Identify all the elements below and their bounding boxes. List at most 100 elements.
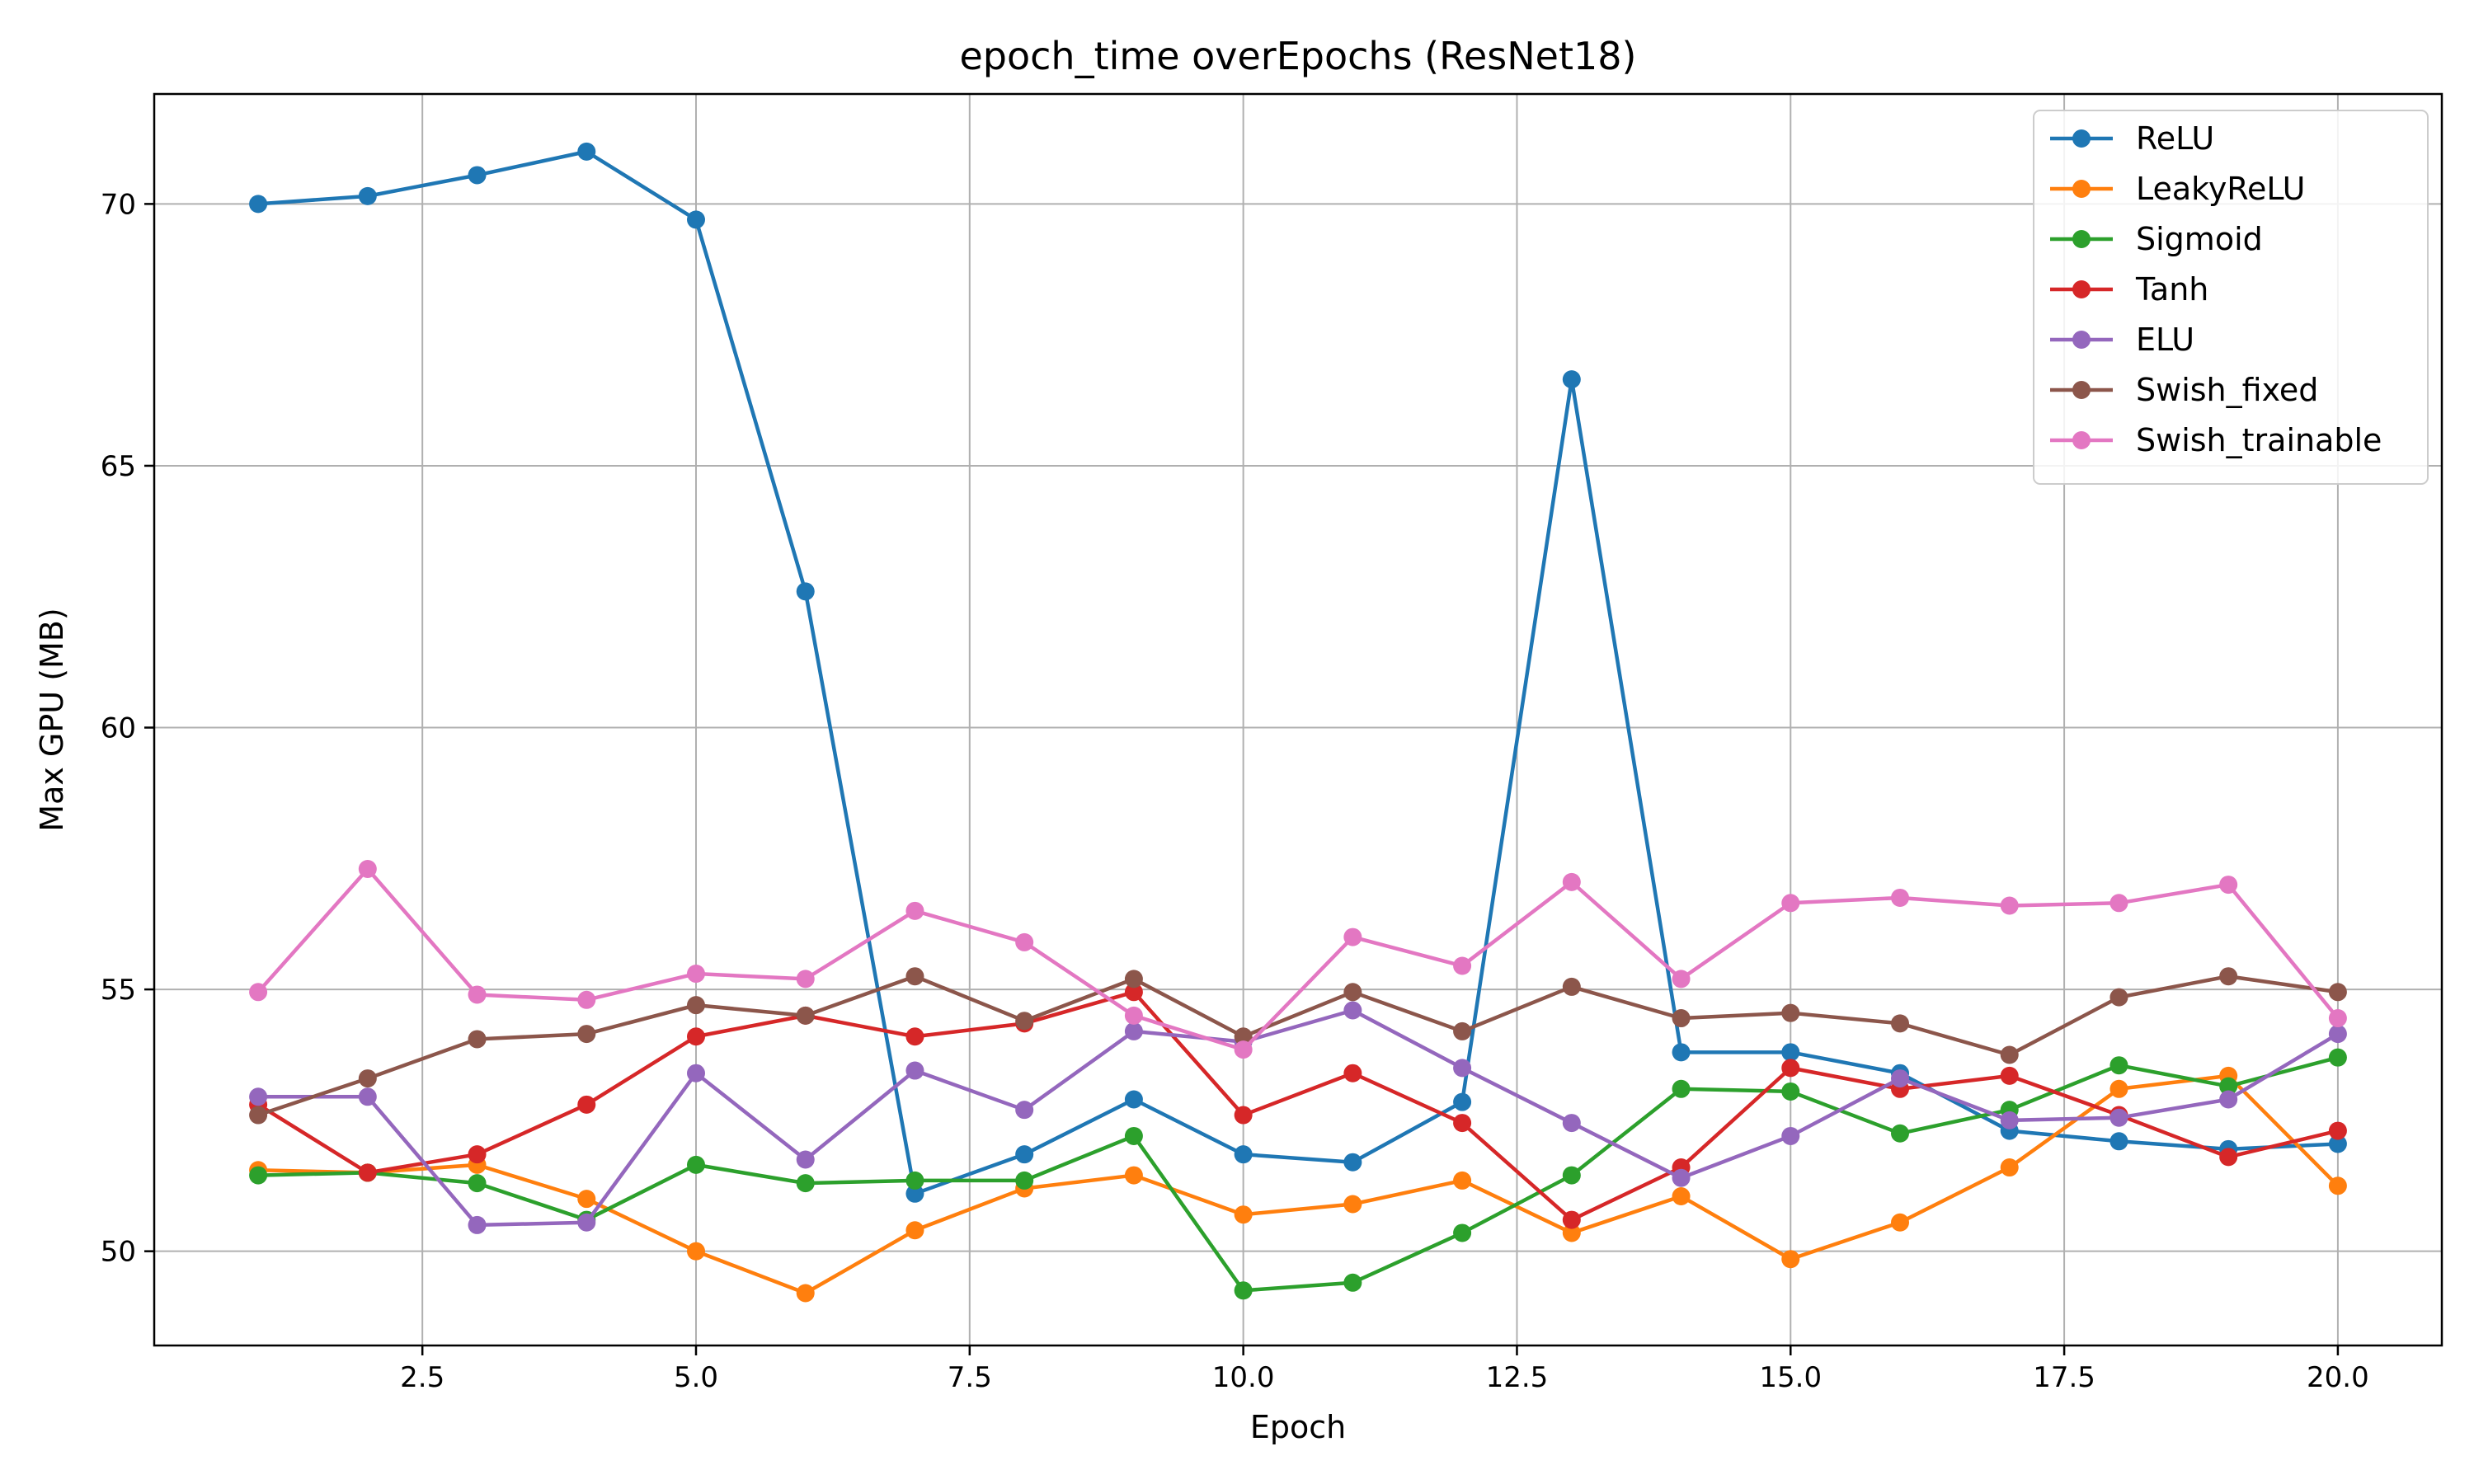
legend-marker <box>2072 230 2091 248</box>
plot-frame <box>153 92 2443 1347</box>
data-point-sigmoid <box>1234 1281 1253 1300</box>
data-point-relu <box>2328 1134 2347 1153</box>
data-point-swish-trainable <box>687 965 705 984</box>
data-point-swish-trainable <box>1891 888 1909 907</box>
data-point-swish-trainable <box>577 990 596 1009</box>
data-point-swish-fixed <box>2219 967 2238 986</box>
legend-entry-sigmoid: Sigmoid <box>2050 221 2263 257</box>
data-point-leakyrelu <box>2000 1158 2019 1177</box>
data-point-elu <box>687 1064 705 1082</box>
x-ticks: 2.5 5.0 7.5 10.0 12.5 15.0 17.5 20.0 <box>400 1345 2369 1394</box>
x-axis-label: Epoch <box>1250 1409 1346 1445</box>
data-point-leakyrelu <box>1124 1166 1143 1185</box>
data-point-swish-trainable <box>1781 894 1800 913</box>
data-point-sigmoid <box>2328 1048 2347 1067</box>
series-leakyrelu <box>249 1066 2347 1303</box>
data-point-elu <box>1124 1021 1143 1040</box>
legend-marker <box>2072 431 2091 449</box>
data-point-elu <box>2000 1111 2019 1129</box>
chart-title: epoch_time overEpochs (ResNet18) <box>960 34 1637 78</box>
data-point-swish-trainable <box>1015 932 1034 951</box>
data-point-leakyrelu <box>796 1284 815 1303</box>
data-point-sigmoid <box>1015 1171 1034 1190</box>
data-point-sigmoid <box>468 1174 487 1193</box>
series-layer <box>249 142 2347 1303</box>
data-point-swish-trainable <box>1124 1006 1143 1025</box>
data-point-elu <box>249 1087 268 1106</box>
data-point-tanh <box>358 1163 377 1182</box>
data-point-swish-trainable <box>1453 956 1472 975</box>
data-point-swish-trainable <box>2219 876 2238 895</box>
data-point-elu <box>1781 1126 1800 1145</box>
data-point-relu <box>1453 1092 1472 1111</box>
data-point-leakyrelu <box>1781 1250 1800 1269</box>
legend-label: ReLU <box>2136 120 2214 157</box>
data-point-leakyrelu <box>1234 1205 1253 1224</box>
data-point-swish-trainable <box>1234 1040 1253 1059</box>
data-point-swish-fixed <box>468 1030 487 1049</box>
data-point-elu <box>468 1215 487 1234</box>
data-point-swish-fixed <box>1124 970 1143 989</box>
series-swish-trainable <box>249 860 2347 1059</box>
series-line-leakyrelu <box>258 1073 2340 1295</box>
data-point-sigmoid <box>796 1174 815 1193</box>
data-point-relu <box>796 582 815 601</box>
data-point-tanh <box>1234 1106 1253 1125</box>
x-tick-label: 15.0 <box>1759 1361 1822 1394</box>
data-point-tanh <box>468 1145 487 1164</box>
data-point-swish-fixed <box>1343 983 1362 1002</box>
legend: ReLU LeakyReLU Sigmoid Tanh ELU Swish_fixed Sw… <box>2033 110 2429 485</box>
legend-entry-relu: ReLU <box>2050 120 2214 157</box>
data-point-relu <box>687 210 705 229</box>
legend-entry-swish-fixed: Swish_fixed <box>2050 372 2318 408</box>
data-point-swish-trainable <box>2328 1009 2347 1028</box>
data-point-relu <box>577 142 596 161</box>
series-swish-fixed <box>249 967 2347 1125</box>
data-point-relu <box>1343 1153 1362 1172</box>
series-line-relu <box>257 149 2339 1196</box>
legend-box <box>2033 110 2429 485</box>
data-point-tanh <box>2219 1148 2238 1167</box>
data-point-swish-trainable <box>1343 928 1362 946</box>
data-point-swish-trainable <box>2000 896 2019 915</box>
data-point-swish-trainable <box>1562 872 1581 891</box>
data-point-leakyrelu <box>2328 1176 2347 1195</box>
data-point-leakyrelu <box>1672 1186 1691 1205</box>
data-point-leakyrelu <box>1891 1213 1909 1232</box>
legend-label: Sigmoid <box>2136 221 2263 257</box>
data-point-sigmoid <box>1453 1223 1472 1242</box>
legend-marker <box>2072 180 2091 198</box>
data-point-leakyrelu <box>2109 1079 2128 1098</box>
x-tick-label: 10.0 <box>1212 1361 1275 1394</box>
data-point-sigmoid <box>1124 1126 1143 1145</box>
series-line-swish-trainable <box>256 866 2340 1052</box>
data-point-sigmoid <box>249 1166 268 1185</box>
data-point-swish-fixed <box>687 996 705 1015</box>
series-relu <box>249 142 2347 1203</box>
data-point-leakyrelu <box>1453 1171 1472 1190</box>
y-tick-label: 50 <box>101 1236 136 1269</box>
data-point-relu <box>358 186 377 205</box>
data-point-elu <box>1343 1001 1362 1020</box>
data-point-swish-fixed <box>2109 988 2128 1007</box>
series-line-swish-fixed <box>257 974 2339 1117</box>
data-point-sigmoid <box>1781 1082 1800 1101</box>
data-point-elu <box>2109 1108 2128 1127</box>
data-point-elu <box>2219 1090 2238 1109</box>
data-point-swish-fixed <box>1234 1027 1253 1046</box>
series-line-tanh <box>256 990 2339 1222</box>
legend-label: Tanh <box>2135 271 2208 308</box>
data-point-swish-trainable <box>796 970 815 989</box>
data-point-swish-fixed <box>905 967 924 986</box>
data-point-sigmoid <box>1891 1124 1909 1143</box>
data-point-sigmoid <box>2219 1077 2238 1096</box>
data-point-tanh <box>1124 983 1143 1002</box>
data-point-swish-fixed <box>1891 1014 1909 1033</box>
data-point-elu <box>1891 1069 1909 1088</box>
data-point-tanh <box>1781 1059 1800 1078</box>
data-point-swish-fixed <box>1781 1003 1800 1022</box>
data-point-swish-trainable <box>358 860 377 879</box>
data-point-relu <box>1672 1043 1691 1062</box>
legend-marker <box>2072 381 2091 399</box>
